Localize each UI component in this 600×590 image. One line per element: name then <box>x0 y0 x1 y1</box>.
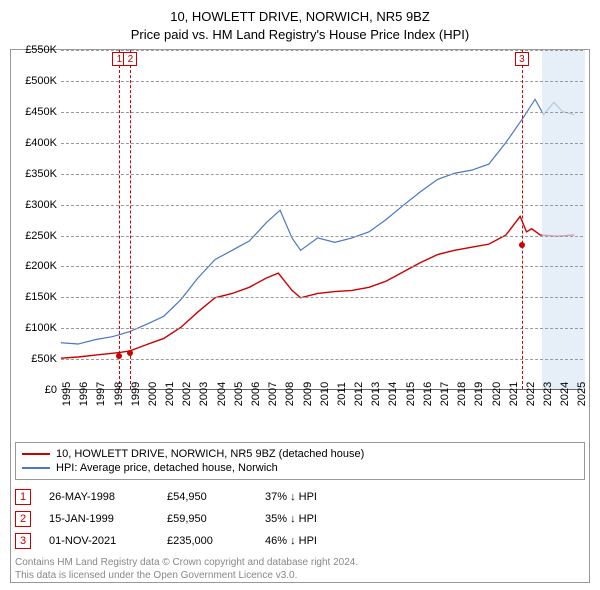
x-tick-label: 1998 <box>113 382 125 406</box>
legend-label-property: 10, HOWLETT DRIVE, NORWICH, NR5 9BZ (det… <box>56 448 364 460</box>
event-row-3: 3 01-NOV-2021 £235,000 46% ↓ HPI <box>15 530 585 552</box>
y-tick-label: £100K <box>13 322 57 334</box>
grid-line <box>61 236 583 237</box>
x-tick-label: 2013 <box>370 382 382 406</box>
y-tick-label: £250K <box>13 230 57 242</box>
event-pct: 37% ↓ HPI <box>265 491 585 503</box>
event-dot-2 <box>127 350 133 356</box>
x-tick-label: 2009 <box>302 382 314 406</box>
chart-box: £0 £50K £100K £150K £200K £250K £300K £350K £400… <box>10 49 590 583</box>
x-tick-label: 1997 <box>95 382 107 406</box>
event-vline <box>130 50 131 389</box>
credits-line1: Contains HM Land Registry data © Crown c… <box>15 556 585 569</box>
event-marker-2: 2 <box>123 52 137 66</box>
x-tick-label: 1995 <box>61 382 73 406</box>
event-vline <box>119 50 120 389</box>
x-tick-label: 1996 <box>78 382 90 406</box>
y-tick-label: £550K <box>13 44 57 56</box>
grid-line <box>61 112 583 113</box>
x-tick-label: 2015 <box>405 382 417 406</box>
legend-swatch-hpi <box>22 467 50 469</box>
y-tick-label: £350K <box>13 168 57 180</box>
credits-line2: This data is licensed under the Open Gov… <box>15 569 585 582</box>
x-tick-label: 2017 <box>439 382 451 406</box>
y-tick-label: £500K <box>13 75 57 87</box>
x-tick-label: 2000 <box>147 382 159 406</box>
event-row-2: 2 15-JAN-1999 £59,950 35% ↓ HPI <box>15 508 585 530</box>
event-num-box: 2 <box>15 511 31 527</box>
line-plot-svg <box>61 50 583 389</box>
x-tick-label: 2022 <box>525 382 537 406</box>
y-tick-label: £0 <box>13 384 57 396</box>
event-vline <box>522 50 523 389</box>
x-tick-label: 2016 <box>422 382 434 406</box>
y-tick-label: £400K <box>13 137 57 149</box>
chart-container: 10, HOWLETT DRIVE, NORWICH, NR5 9BZ Pric… <box>0 0 600 590</box>
x-tick-label: 1999 <box>130 382 142 406</box>
legend-row-property: 10, HOWLETT DRIVE, NORWICH, NR5 9BZ (det… <box>22 447 578 461</box>
x-tick-label: 2004 <box>216 382 228 406</box>
grid-line <box>61 328 583 329</box>
grid-line <box>61 359 583 360</box>
x-tick-label: 2019 <box>473 382 485 406</box>
x-tick-label: 2023 <box>542 382 554 406</box>
legend-row-hpi: HPI: Average price, detached house, Norw… <box>22 461 578 475</box>
event-date: 15-JAN-1999 <box>49 513 149 525</box>
title-subtitle: Price paid vs. HM Land Registry's House … <box>10 26 590 44</box>
event-num-box: 1 <box>15 489 31 505</box>
x-tick-label: 2006 <box>250 382 262 406</box>
x-tick-label: 2007 <box>267 382 279 406</box>
plot-area: £0£50K£100K£150K£200K£250K£300K£350K£400… <box>61 50 583 390</box>
x-tick-label: 2020 <box>491 382 503 406</box>
title-address: 10, HOWLETT DRIVE, NORWICH, NR5 9BZ <box>10 8 590 26</box>
grid-line <box>61 174 583 175</box>
credits: Contains HM Land Registry data © Crown c… <box>15 556 585 582</box>
event-date: 01-NOV-2021 <box>49 535 149 547</box>
grid-line <box>61 50 583 51</box>
x-tick-label: 2021 <box>508 382 520 406</box>
y-tick-label: £300K <box>13 199 57 211</box>
y-tick-label: £150K <box>13 291 57 303</box>
event-num-box: 3 <box>15 533 31 549</box>
x-tick-label: 2010 <box>319 382 331 406</box>
grid-line <box>61 266 583 267</box>
series-line-hpi <box>61 99 574 344</box>
grid-line <box>61 297 583 298</box>
event-pct: 35% ↓ HPI <box>265 513 585 525</box>
event-price: £235,000 <box>167 535 247 547</box>
x-tick-label: 2014 <box>387 382 399 406</box>
event-dot-3 <box>519 242 525 248</box>
event-row-1: 1 26-MAY-1998 £54,950 37% ↓ HPI <box>15 486 585 508</box>
event-dot-1 <box>116 353 122 359</box>
event-price: £59,950 <box>167 513 247 525</box>
grid-line <box>61 143 583 144</box>
chart-title: 10, HOWLETT DRIVE, NORWICH, NR5 9BZ Pric… <box>10 8 590 43</box>
event-date: 26-MAY-1998 <box>49 491 149 503</box>
events-table: 1 26-MAY-1998 £54,950 37% ↓ HPI 2 15-JAN-1999… <box>15 486 585 552</box>
x-tick-label: 2001 <box>164 382 176 406</box>
event-marker-3: 3 <box>515 52 529 66</box>
x-tick-label: 2008 <box>284 382 296 406</box>
x-tick-label: 2002 <box>181 382 193 406</box>
x-tick-label: 2018 <box>456 382 468 406</box>
x-tick-label: 2011 <box>336 382 348 406</box>
event-pct: 46% ↓ HPI <box>265 535 585 547</box>
grid-line <box>61 205 583 206</box>
y-tick-label: £450K <box>13 106 57 118</box>
legend-swatch-property <box>22 453 50 455</box>
event-price: £54,950 <box>167 491 247 503</box>
grid-line <box>61 81 583 82</box>
x-tick-label: 2012 <box>353 382 365 406</box>
x-axis-labels: 1995199619971998199920002001200220032004… <box>61 390 583 434</box>
x-tick-label: 2025 <box>576 382 588 406</box>
y-tick-label: £200K <box>13 260 57 272</box>
legend: 10, HOWLETT DRIVE, NORWICH, NR5 9BZ (det… <box>15 442 585 480</box>
x-tick-label: 2024 <box>559 382 571 406</box>
x-tick-label: 2003 <box>198 382 210 406</box>
y-tick-label: £50K <box>13 353 57 365</box>
forecast-band <box>542 50 585 389</box>
x-tick-label: 2005 <box>233 382 245 406</box>
legend-label-hpi: HPI: Average price, detached house, Norw… <box>56 462 278 474</box>
